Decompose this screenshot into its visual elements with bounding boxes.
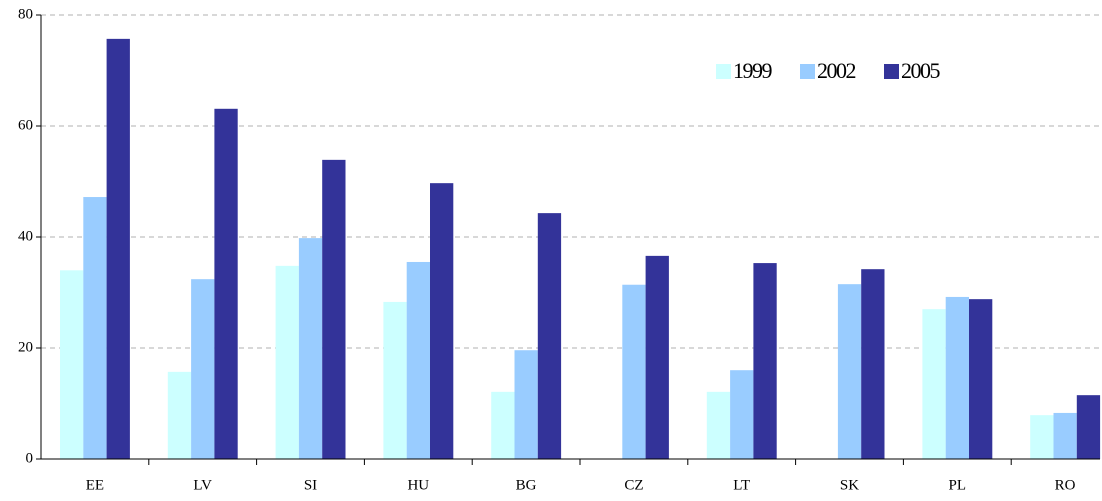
bar [191, 279, 215, 459]
bar [275, 265, 299, 459]
x-tick-label: SI [304, 477, 317, 493]
bar [922, 309, 946, 459]
x-tick-label: EE [86, 477, 104, 493]
bar [214, 108, 238, 460]
x-tick-label: SK [840, 477, 859, 493]
bar [537, 213, 562, 459]
bar [1030, 415, 1054, 459]
legend-swatch [800, 64, 815, 79]
bar [406, 261, 430, 459]
x-tick-label: BG [516, 477, 537, 493]
bar [730, 370, 754, 459]
bar [106, 38, 130, 460]
bar [1053, 412, 1077, 459]
bar [491, 391, 515, 459]
bar [83, 197, 107, 460]
y-tick-label: 0 [26, 450, 34, 466]
y-tick-label: 20 [18, 339, 33, 355]
x-tick-label: RO [1055, 477, 1076, 493]
bar [837, 284, 862, 459]
legend-label: 2002 [817, 58, 856, 83]
bar [969, 299, 993, 459]
y-tick-label: 40 [18, 228, 33, 244]
x-tick-label: LT [733, 477, 750, 493]
legend-swatch [884, 64, 899, 79]
bar [706, 391, 731, 459]
bar [622, 284, 646, 459]
x-tick-label: PL [949, 477, 967, 493]
bar [383, 301, 407, 459]
bar [514, 350, 538, 459]
bar [753, 263, 777, 459]
bar [645, 255, 669, 459]
legend-swatch [716, 64, 731, 79]
x-tick-label: CZ [624, 477, 643, 493]
bar [60, 270, 84, 459]
bar [861, 269, 885, 459]
y-tick-label: 60 [18, 117, 33, 133]
x-tick-label: LV [193, 477, 212, 493]
legend-label: 2005 [901, 58, 941, 83]
x-tick-label: HU [407, 477, 429, 493]
bar [298, 238, 323, 459]
bar [322, 159, 346, 460]
legend-label: 1999 [733, 58, 773, 83]
bar [430, 183, 454, 460]
y-tick-label: 80 [18, 6, 33, 22]
bar [167, 371, 192, 459]
bar [1076, 395, 1101, 459]
bar [945, 296, 969, 459]
